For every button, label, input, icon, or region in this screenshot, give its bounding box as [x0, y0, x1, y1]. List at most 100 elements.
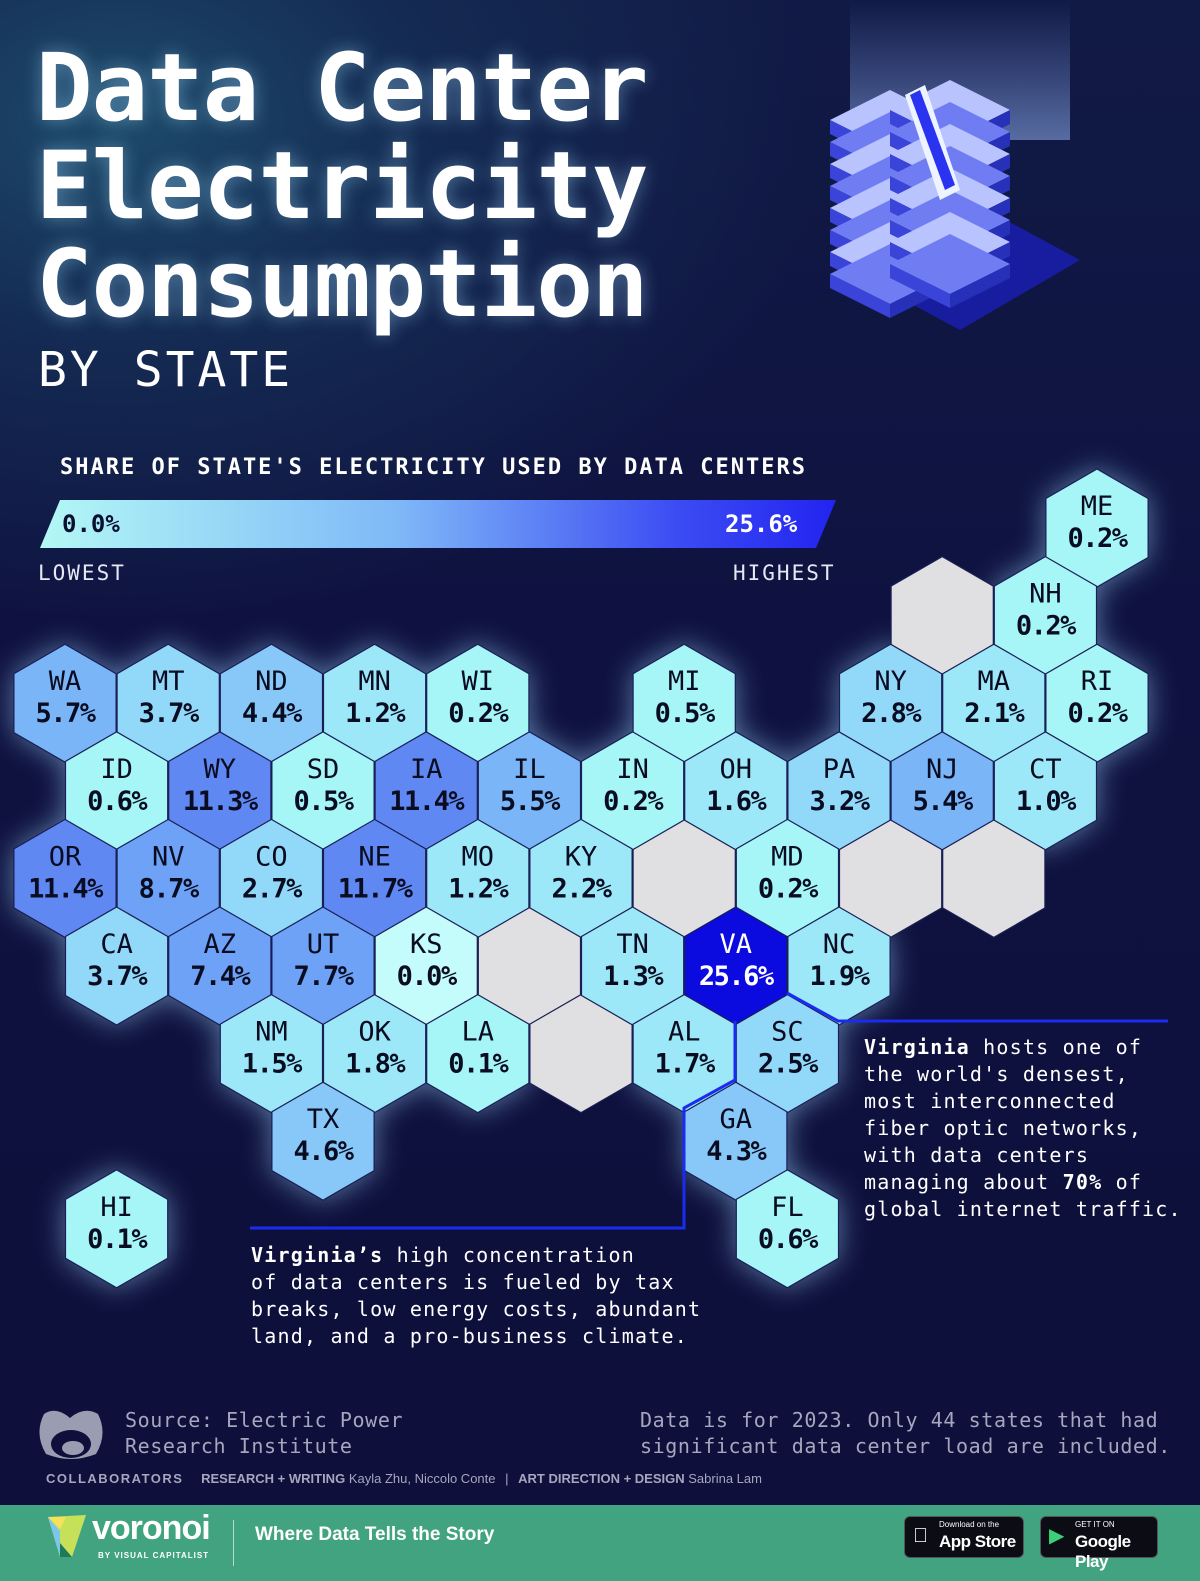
state-value: 0.2%	[1067, 698, 1128, 729]
state-code: RI	[1081, 666, 1114, 697]
app-store-small: Download on the	[939, 1520, 1000, 1529]
state-code: MO	[462, 841, 495, 872]
state-code: HI	[100, 1192, 133, 1223]
state-hex-az[interactable]: AZ7.4%	[168, 906, 272, 1026]
state-hex-hi[interactable]: HI0.1%	[64, 1169, 169, 1289]
credits-names-2: Sabrina Lam	[688, 1471, 762, 1486]
state-code: NC	[823, 929, 856, 960]
state-hex-id[interactable]: ID0.6%	[64, 731, 169, 851]
state-hex-oh[interactable]: OH1.6%	[684, 731, 788, 851]
state-code: SD	[307, 754, 340, 785]
state-hex-mt[interactable]: MT3.7%	[116, 643, 220, 763]
state-hex-ks[interactable]: KS0.0%	[374, 906, 478, 1026]
app-store-button[interactable]:  Download on the App Store	[904, 1516, 1024, 1558]
state-hex-me[interactable]: ME0.2%	[1045, 468, 1149, 588]
state-value: 4.3%	[706, 1136, 767, 1167]
state-hex-ut[interactable]: UT7.7%	[271, 906, 375, 1026]
state-hex-il[interactable]: IL5.5%	[477, 731, 582, 851]
state-hex-nv[interactable]: NV8.7%	[116, 818, 220, 939]
state-value: 11.4%	[389, 786, 465, 817]
state-hex-nj[interactable]: NJ5.4%	[890, 731, 994, 851]
state-value: 0.2%	[758, 873, 819, 904]
state-value: 3.7%	[139, 698, 200, 729]
state-value: 1.2%	[345, 698, 406, 729]
state-value: 0.2%	[1067, 523, 1128, 554]
state-hex-ok[interactable]: OK1.8%	[322, 993, 427, 1114]
state-value: 4.4%	[242, 698, 303, 729]
state-code: OH	[720, 754, 753, 785]
hex-shape	[890, 731, 994, 851]
brand-name[interactable]: voronoi	[92, 1509, 211, 1547]
apple-icon: 	[913, 1525, 928, 1547]
state-code: WI	[462, 666, 495, 697]
annotation-right: Virginia hosts one of the world's denses…	[864, 1034, 1182, 1223]
state-value: 4.6%	[293, 1136, 354, 1167]
state-hex-tx[interactable]: TX4.6%	[271, 1081, 375, 1201]
state-hex-al[interactable]: AL1.7%	[632, 993, 736, 1114]
state-code: KS	[410, 929, 443, 960]
state-hex-pa[interactable]: PA3.2%	[787, 731, 891, 851]
state-code: MI	[668, 666, 701, 697]
state-code: AL	[668, 1017, 701, 1048]
state-value: 0.1%	[87, 1224, 148, 1255]
state-hex-nh[interactable]: NH0.2%	[993, 555, 1098, 676]
state-hex-ga[interactable]: GA4.3%	[684, 1081, 788, 1201]
title-line-2: Electricity	[36, 132, 649, 241]
state-value: 11.3%	[183, 786, 259, 817]
state-hex-sd[interactable]: SD0.5%	[271, 731, 375, 851]
state-value: 0.5%	[655, 698, 716, 729]
annotation-right-text2: of global internet traffic.	[864, 1170, 1182, 1221]
source-text: Source: Electric Power Research Institut…	[125, 1408, 404, 1458]
state-hex-nm[interactable]: NM1.5%	[219, 993, 324, 1114]
state-value: 25.6%	[699, 961, 775, 992]
state-hex-ca[interactable]: CA3.7%	[64, 906, 169, 1026]
state-value: 8.7%	[139, 873, 200, 904]
annotation-right-text: hosts one of the world's densest, most i…	[864, 1035, 1143, 1194]
state-hex-wa[interactable]: WA5.7%	[13, 643, 117, 763]
hex-shape	[64, 1169, 169, 1289]
state-code: SC	[771, 1017, 804, 1048]
hex-shape	[271, 1081, 375, 1201]
state-hex-in[interactable]: IN0.2%	[580, 731, 685, 851]
credits-heading: COLLABORATORS	[46, 1471, 184, 1486]
state-hex-wi[interactable]: WI0.2%	[426, 643, 530, 763]
state-code: NE	[358, 841, 391, 872]
state-value: 7.4%	[190, 961, 251, 992]
state-value: 0.2%	[1016, 611, 1077, 642]
credits-role-1: RESEARCH + WRITING	[201, 1471, 346, 1486]
state-code: IL	[513, 754, 546, 785]
google-play-button[interactable]: ▶ GET IT ON Google Play	[1040, 1516, 1158, 1571]
state-hex-ma[interactable]: MA2.1%	[942, 643, 1046, 763]
state-value: 1.2%	[448, 873, 509, 904]
state-value: 1.5%	[242, 1049, 303, 1080]
google-play-small: GET IT ON	[1075, 1520, 1115, 1529]
state-code: GA	[720, 1104, 753, 1135]
state-code: VA	[720, 929, 753, 960]
tagline: Where Data Tells the Story	[255, 1524, 495, 1545]
state-code: LA	[462, 1017, 495, 1048]
state-hex-fl[interactable]: FL0.6%	[735, 1169, 840, 1289]
source-logo-icon	[39, 1410, 103, 1459]
hex-shape	[993, 731, 1098, 851]
state-hex-ny[interactable]: NY2.8%	[838, 643, 943, 763]
state-hex-nd[interactable]: ND4.4%	[219, 643, 324, 763]
state-value: 0.2%	[448, 698, 509, 729]
app-store-label: App Store	[939, 1532, 1016, 1551]
annotation-line-left	[250, 1021, 737, 1230]
state-value: 1.7%	[655, 1049, 716, 1080]
state-value: 5.5%	[500, 786, 561, 817]
state-hex-md[interactable]: MD0.2%	[735, 818, 840, 939]
state-hex-sc[interactable]: SC2.5%	[735, 993, 840, 1114]
state-hex-co[interactable]: CO2.7%	[219, 818, 324, 939]
state-hex-ct[interactable]: CT1.0%	[993, 731, 1098, 851]
server-side	[830, 274, 890, 318]
state-hex-la[interactable]: LA0.1%	[426, 993, 530, 1114]
state-hex-nc[interactable]: NC1.9%	[787, 906, 891, 1026]
state-value: 3.7%	[87, 961, 148, 992]
state-hex-ky[interactable]: KY2.2%	[529, 818, 633, 939]
state-hex-mn[interactable]: MN1.2%	[322, 643, 427, 763]
